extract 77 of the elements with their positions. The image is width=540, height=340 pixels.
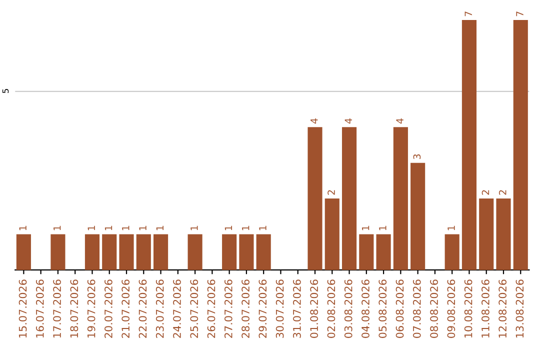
x-tick-label: 28.07.2026 xyxy=(242,280,250,338)
data-label: 4 xyxy=(344,118,352,124)
bar xyxy=(410,162,426,270)
x-tick-label: 17.07.2026 xyxy=(53,280,61,338)
data-label: 1 xyxy=(156,226,164,230)
bar xyxy=(496,198,511,270)
x-tick-label: 21.07.2026 xyxy=(122,280,130,338)
x-tick-label: 26.07.2026 xyxy=(207,280,216,338)
data-label: 7 xyxy=(464,12,472,16)
bar xyxy=(376,234,391,270)
bar xyxy=(102,234,117,270)
data-label: 1 xyxy=(19,226,26,230)
x-tick-label: 24.07.2026 xyxy=(173,280,181,338)
bar xyxy=(324,198,340,270)
data-label: 1 xyxy=(54,226,61,230)
bar xyxy=(359,234,374,270)
data-label: 2 xyxy=(328,190,335,195)
data-label: 4 xyxy=(396,118,404,124)
bar xyxy=(342,127,357,270)
bar xyxy=(393,127,408,270)
data-label: 1 xyxy=(242,226,250,230)
bar xyxy=(136,234,151,270)
x-tick-label: 30.07.2026 xyxy=(276,280,284,338)
x-tick-label: 06.08.2026 xyxy=(396,280,404,338)
bar xyxy=(479,198,494,270)
bar xyxy=(444,234,460,270)
x-tick-label: 09.08.2026 xyxy=(447,280,456,338)
bar xyxy=(256,234,271,270)
x-tick-label: 11.08.2026 xyxy=(482,280,490,338)
x-tick-label: 15.07.2026 xyxy=(18,280,27,338)
bar xyxy=(50,234,66,270)
x-tick-label: 05.08.2026 xyxy=(378,280,387,338)
data-label: 2 xyxy=(498,190,506,195)
x-tick-label: 12.08.2026 xyxy=(498,280,507,338)
x-tick-label: 18.07.2026 xyxy=(70,280,78,338)
bar xyxy=(308,127,322,270)
data-label: 7 xyxy=(516,12,524,16)
bar xyxy=(84,234,100,270)
x-tick-label: 10.08.2026 xyxy=(464,280,472,338)
bar xyxy=(188,234,202,270)
data-label: 1 xyxy=(104,226,112,230)
x-tick-label: 22.07.2026 xyxy=(138,280,147,338)
x-tick-label: 08.08.2026 xyxy=(430,280,438,338)
x-tick-label: 04.08.2026 xyxy=(362,280,370,338)
bar xyxy=(239,234,254,270)
x-tick-label: 16.07.2026 xyxy=(36,280,44,338)
bar xyxy=(153,234,168,270)
x-tick-label: 01.08.2026 xyxy=(310,280,318,338)
data-label: 1 xyxy=(379,226,386,230)
x-tick-label: 29.07.2026 xyxy=(258,280,267,338)
x-tick-label: 13.08.2026 xyxy=(516,280,524,338)
data-label: 1 xyxy=(448,226,455,230)
data-label: 3 xyxy=(413,154,421,160)
bar xyxy=(222,234,237,270)
bar xyxy=(119,234,134,270)
x-tick-label: 19.07.2026 xyxy=(87,280,96,338)
data-label: 1 xyxy=(122,226,130,230)
y-tick-label: 5 xyxy=(2,89,9,93)
x-tick-label: 02.08.2026 xyxy=(327,280,336,338)
data-label: 1 xyxy=(224,226,232,230)
data-label: 1 xyxy=(190,226,198,230)
bar xyxy=(462,20,477,270)
data-label: 1 xyxy=(259,226,266,230)
data-label: 1 xyxy=(139,226,146,230)
data-label: 2 xyxy=(482,190,490,195)
bar xyxy=(513,20,528,270)
x-tick-label: 20.07.2026 xyxy=(104,280,112,338)
x-tick-label: 07.08.2026 xyxy=(412,280,421,338)
x-tick-label: 25.07.2026 xyxy=(190,280,198,338)
x-tick-label: 27.07.2026 xyxy=(224,280,232,338)
data-label: 1 xyxy=(362,226,370,230)
x-tick-label: 03.08.2026 xyxy=(344,280,352,338)
data-label: 4 xyxy=(310,118,318,124)
bar xyxy=(16,234,31,270)
x-tick-label: 23.07.2026 xyxy=(156,280,164,338)
x-tick-label: 31.07.2026 xyxy=(293,280,301,338)
data-label: 1 xyxy=(88,226,95,230)
